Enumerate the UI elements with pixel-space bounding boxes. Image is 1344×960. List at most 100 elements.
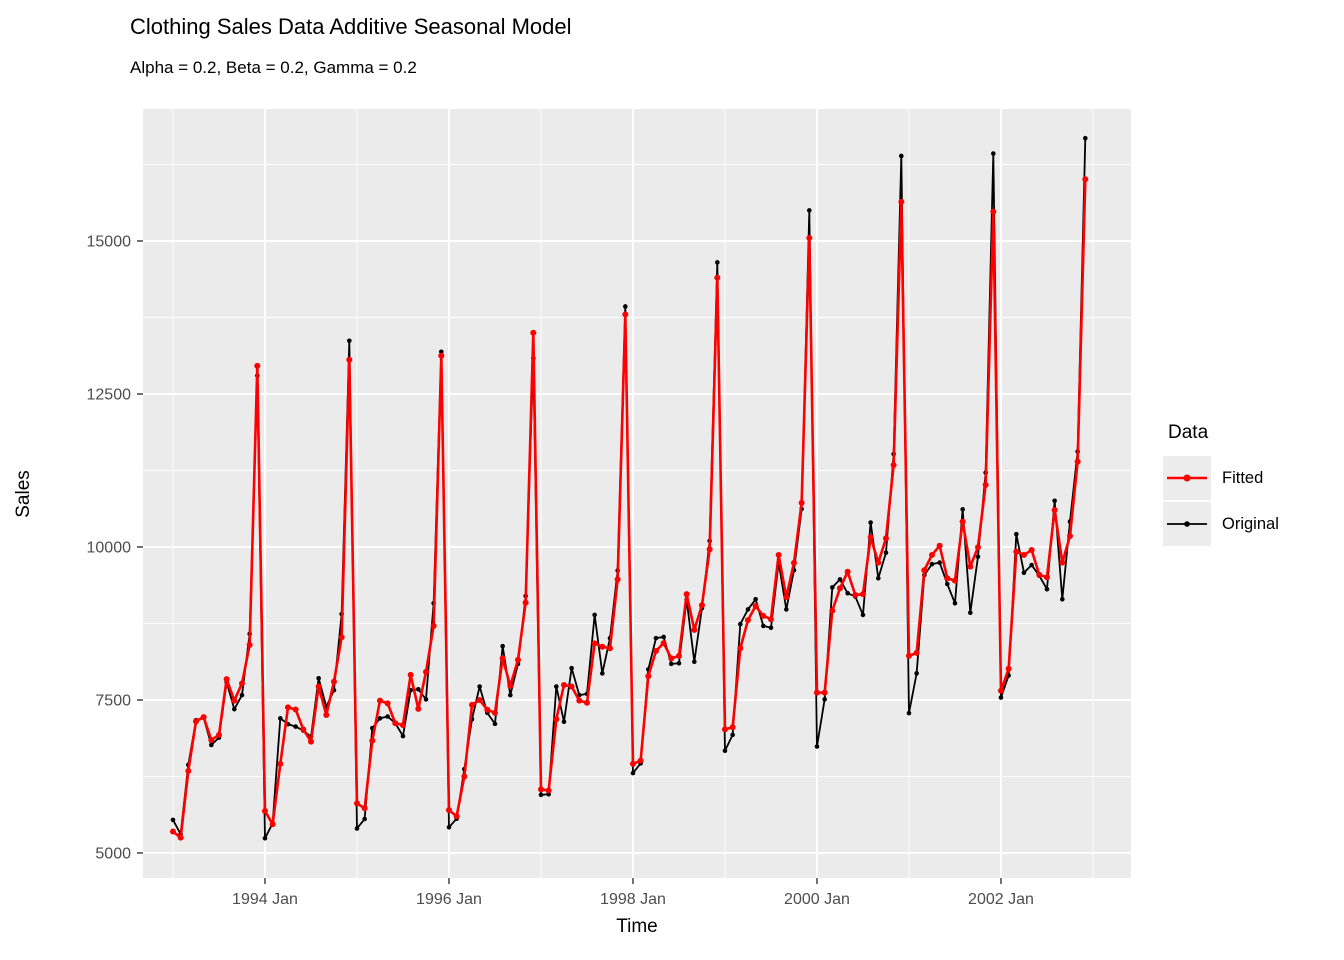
data-point (836, 585, 843, 592)
data-point (1043, 574, 1050, 581)
data-point (660, 640, 667, 647)
data-point (798, 499, 805, 506)
data-point (921, 567, 928, 574)
data-point (991, 151, 996, 156)
data-point (784, 607, 789, 612)
legend-label-fitted: Fitted (1222, 468, 1264, 487)
data-point (974, 544, 981, 551)
data-point (676, 660, 682, 666)
gridlines (143, 109, 1131, 878)
data-point (354, 826, 360, 831)
data-point (768, 625, 774, 631)
data-point (669, 661, 674, 667)
data-point (385, 714, 390, 719)
data-point (952, 600, 958, 606)
data-point (500, 643, 505, 649)
data-point (1013, 548, 1020, 555)
data-point (545, 787, 552, 794)
data-point (760, 612, 767, 619)
data-point (468, 701, 475, 708)
data-point (422, 668, 429, 675)
data-point (951, 577, 958, 584)
data-point (715, 260, 720, 265)
data-point (737, 645, 744, 652)
data-point (698, 602, 705, 609)
data-point (661, 634, 666, 640)
data-point (860, 612, 866, 618)
data-point (783, 594, 790, 601)
data-point (315, 683, 322, 690)
axes: 1994 Jan 1996 Jan 1998 Jan 2000 Jan 2002 Jan… (87, 234, 1034, 908)
legend-entry-original: Original (1163, 502, 1279, 546)
data-point (423, 697, 429, 702)
data-point (261, 808, 268, 815)
data-point (1051, 506, 1058, 513)
data-point (284, 704, 291, 711)
data-point (653, 635, 659, 641)
data-point (508, 692, 513, 698)
data-point (876, 575, 881, 581)
data-point (400, 733, 406, 739)
y-tick-label: 15000 (87, 234, 132, 251)
data-point (905, 652, 912, 659)
data-point (875, 559, 882, 566)
data-point (691, 626, 698, 633)
data-point (1029, 562, 1034, 568)
data-point (231, 697, 238, 704)
data-point (1060, 597, 1065, 602)
data-point (453, 813, 460, 820)
data-point (1074, 458, 1081, 465)
data-point (491, 709, 498, 716)
data-point (316, 675, 321, 681)
data-point (292, 706, 299, 713)
data-point (438, 352, 445, 359)
data-point (538, 792, 544, 798)
data-point (399, 722, 406, 729)
data-point (606, 645, 613, 652)
chart-subtitle: Alpha = 0.2, Beta = 0.2, Gamma = 0.2 (130, 58, 417, 77)
data-point (254, 362, 261, 369)
data-point (936, 542, 943, 549)
data-point (906, 710, 912, 716)
data-point (692, 659, 697, 665)
data-point (223, 676, 230, 683)
data-point (790, 559, 797, 566)
x-tick-label: 1998 Jan (600, 891, 666, 908)
data-point (215, 731, 222, 738)
data-point (300, 726, 307, 733)
data-point (990, 208, 997, 215)
data-point (652, 648, 659, 655)
data-point (499, 655, 506, 662)
data-point (246, 641, 253, 648)
data-point (384, 700, 391, 707)
data-point (599, 643, 606, 650)
data-point (361, 805, 368, 812)
data-point (1059, 559, 1066, 566)
data-point (752, 603, 759, 610)
data-point (446, 824, 452, 830)
fitted-line-dot-icon (1163, 456, 1211, 500)
data-point (1005, 665, 1012, 672)
data-point (729, 724, 736, 731)
data-point (722, 748, 728, 754)
series-fitted (169, 176, 1089, 841)
data-point (278, 716, 283, 721)
data-point (745, 607, 751, 612)
data-point (347, 338, 352, 344)
data-point (277, 760, 284, 767)
data-point (945, 581, 950, 587)
data-point (477, 684, 482, 689)
legend-label-original: Original (1222, 514, 1279, 533)
data-point (1066, 532, 1073, 539)
data-point (430, 622, 437, 629)
data-point (346, 356, 353, 363)
data-point (461, 773, 468, 780)
data-point (1044, 586, 1050, 592)
data-point (814, 744, 820, 749)
data-point (845, 590, 850, 596)
data-point (560, 681, 567, 688)
data-point (622, 311, 629, 318)
data-point (1036, 571, 1043, 578)
data-point (867, 534, 874, 541)
data-point (668, 655, 675, 662)
